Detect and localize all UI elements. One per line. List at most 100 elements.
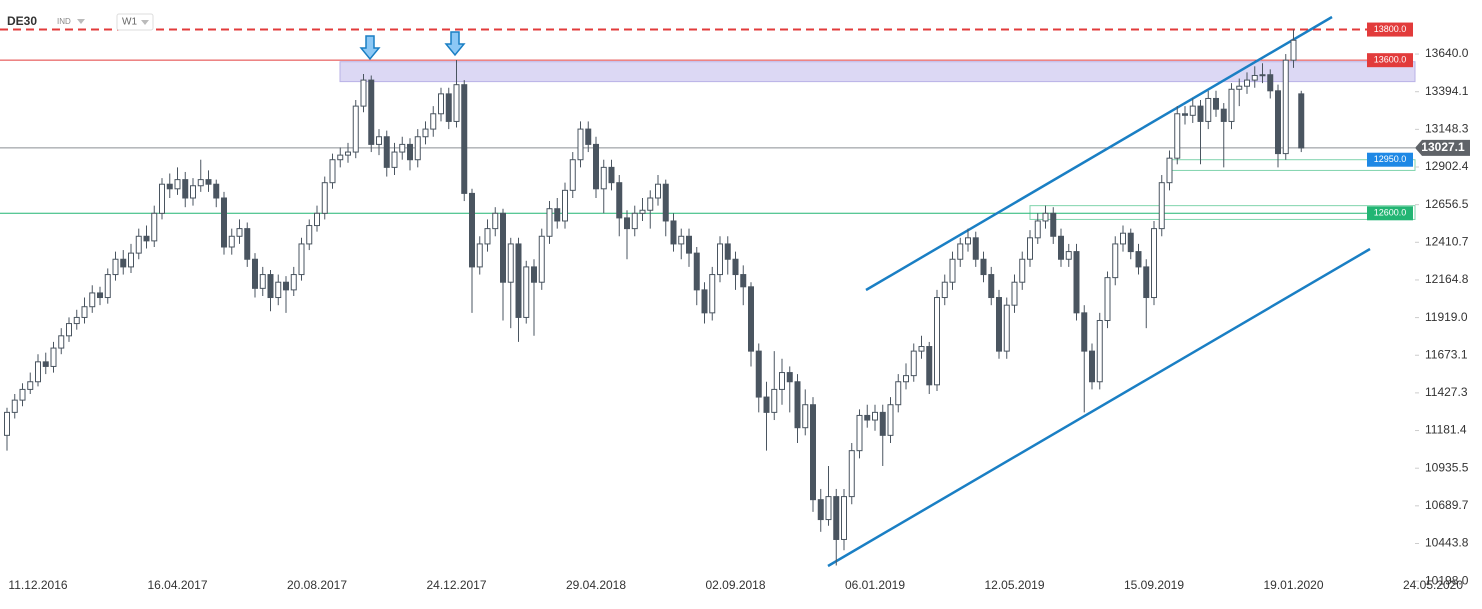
candle-body	[422, 128, 429, 138]
candle-body	[89, 292, 96, 308]
candle-body	[670, 220, 677, 245]
candle-body	[856, 414, 863, 452]
candle-body	[1065, 251, 1072, 260]
candle-body	[1135, 251, 1142, 268]
candle-body	[283, 281, 289, 291]
candle-body	[430, 113, 437, 130]
candle-body	[701, 289, 708, 314]
arrow	[359, 35, 381, 61]
candle-body	[957, 243, 964, 260]
candle-body	[996, 297, 1002, 352]
y-tick-label: 11427.3	[1425, 385, 1468, 399]
candle-body	[1042, 212, 1049, 222]
candle-body	[205, 179, 212, 185]
candle-body	[453, 84, 460, 122]
timeframe-box[interactable]	[116, 13, 154, 31]
candle-body	[104, 274, 111, 299]
candle-body	[647, 197, 654, 211]
candle-body	[1282, 59, 1289, 155]
zone	[1029, 205, 1416, 220]
dropdown-icon[interactable]	[141, 20, 149, 25]
candle-body	[166, 183, 173, 190]
x-tick-label: 29.04.2018	[566, 578, 626, 592]
timeframe[interactable]: W1	[122, 17, 137, 28]
x-tick-label: 06.01.2019	[845, 578, 905, 592]
market: IND	[57, 17, 71, 26]
y-tick-label: 11673.1	[1425, 347, 1468, 361]
x-tick-label: 20.08.2017	[287, 578, 347, 592]
candle-body	[988, 274, 995, 299]
zones	[339, 61, 1416, 220]
candle-body	[368, 79, 375, 145]
candle-body	[523, 266, 530, 318]
candle-body	[810, 404, 816, 501]
candle-body	[600, 166, 607, 190]
y-tick-label: 12410.7	[1425, 234, 1469, 248]
candle-body	[414, 136, 421, 161]
candle-body	[1120, 232, 1126, 245]
candle-body	[97, 292, 103, 299]
candle-body	[717, 243, 723, 276]
y-tick-label: 12902.4	[1425, 159, 1469, 173]
candle-body	[1158, 182, 1165, 230]
candle-body	[1236, 85, 1243, 90]
x-tick-label: 02.09.2018	[705, 578, 765, 592]
candle-body	[817, 499, 824, 521]
candle-body	[748, 286, 754, 352]
candle-body	[290, 274, 297, 291]
candle-body	[1166, 157, 1173, 184]
candle-body	[724, 243, 731, 260]
candle-body	[244, 228, 251, 260]
candle-body	[972, 237, 979, 260]
candle-body	[608, 166, 615, 184]
y-tick-label: 13394.1	[1425, 84, 1469, 98]
candle-body	[58, 335, 65, 349]
candle-body	[786, 372, 793, 383]
candle-body	[631, 212, 638, 230]
candle-body	[1174, 113, 1181, 159]
candle-body	[120, 258, 127, 268]
candle-body	[709, 274, 716, 314]
candles	[4, 29, 1305, 566]
level-label-box	[1367, 152, 1413, 167]
candle-body	[306, 225, 313, 245]
candle-body	[662, 183, 669, 222]
candle-body	[484, 228, 491, 245]
level-label: 13600.0	[1374, 55, 1407, 65]
candle-body	[755, 350, 762, 398]
candle-body	[1089, 350, 1095, 383]
dropdown-icon[interactable]	[77, 19, 85, 24]
candle-body	[492, 212, 499, 230]
x-tick-label: 24.05.2020	[1403, 578, 1463, 592]
level-label-box	[1367, 22, 1413, 37]
candle-body	[910, 350, 917, 377]
candle-body	[1189, 105, 1196, 116]
candle-body	[391, 151, 398, 168]
candle-body	[1011, 281, 1018, 306]
symbol[interactable]: DE30	[7, 14, 37, 28]
candle-body	[252, 258, 258, 289]
candle-body	[1019, 258, 1026, 283]
candle-body	[693, 252, 700, 291]
candle-body	[1267, 74, 1274, 92]
candle-body	[833, 496, 840, 540]
candle-body	[624, 217, 630, 230]
candle-body	[841, 496, 847, 540]
candle-body	[515, 243, 522, 318]
candle-body	[407, 143, 413, 161]
candle-body	[926, 346, 933, 386]
candle-body	[639, 209, 646, 214]
candle-body	[236, 228, 243, 237]
candle-body	[1259, 74, 1266, 77]
x-tick-label: 16.04.2017	[147, 578, 207, 592]
candle-body	[190, 185, 196, 199]
candle-body	[1290, 39, 1297, 61]
candle-body	[112, 258, 119, 276]
candle-body	[655, 183, 661, 199]
candle-body	[1244, 79, 1250, 87]
candle-body	[476, 243, 483, 268]
candle-body	[1228, 88, 1235, 122]
candle-body	[73, 316, 80, 325]
